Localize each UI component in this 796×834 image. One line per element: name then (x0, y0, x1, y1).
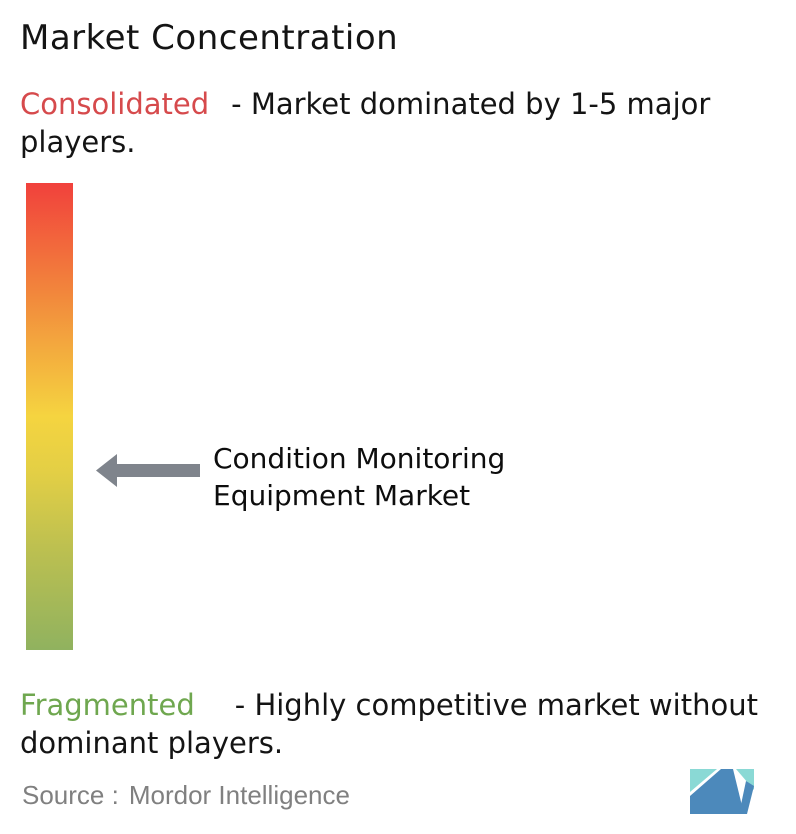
concentration-gradient-bar (26, 183, 73, 650)
source-line: Source : Mordor Intelligence (22, 780, 350, 811)
page-title: Market Concentration (20, 18, 399, 58)
market-label: Condition Monitoring Equipment Market (213, 442, 506, 512)
fragmented-term: Fragmented (20, 688, 195, 722)
consolidated-term: Consolidated (20, 87, 210, 121)
source-label: Source : (22, 780, 119, 810)
consolidated-text: Consolidated - Market dominated by 1-5 ma… (20, 85, 770, 161)
left-arrow-icon (96, 454, 200, 487)
source-name: Mordor Intelligence (128, 780, 350, 810)
consolidated-description: - Market dominated by 1-5 major players. (20, 87, 711, 159)
mordor-intelligence-logo (690, 769, 754, 814)
fragmented-text: Fragmented - Highly competitive market wi… (20, 686, 796, 762)
fragmented-description: - Highly competitive market without domi… (20, 688, 758, 760)
